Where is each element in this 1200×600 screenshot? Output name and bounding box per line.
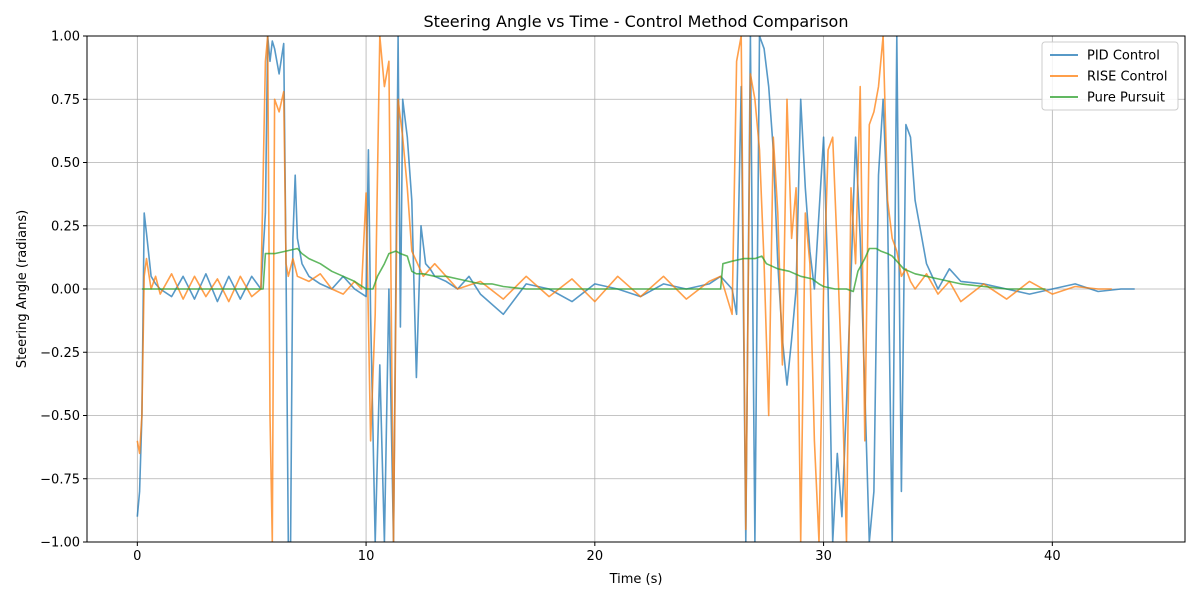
legend: PID Control RISE Control Pure Pursuit	[1041, 41, 1179, 111]
y-tick-label: 0.25	[51, 219, 80, 234]
legend-label: RISE Control	[1087, 70, 1167, 85]
chart-title: Steering Angle vs Time - Control Method …	[424, 12, 849, 31]
series-line-pid-control	[136, 36, 1135, 542]
x-tick-label: 0	[133, 549, 141, 564]
series-line-pure-pursuit	[141, 247, 1046, 293]
x-tick-label: 30	[815, 549, 832, 564]
y-tick-label: 0.75	[51, 93, 80, 108]
series-layer	[136, 36, 1135, 542]
y-tick-label: 0.00	[51, 283, 80, 298]
x-tick-label: 20	[587, 549, 604, 564]
y-tick-label: 0.50	[51, 156, 80, 171]
y-axis: −1.00 −0.75 −0.50 −0.25 0.00 0.25 0.50 0.75 1.00	[40, 30, 87, 551]
y-tick-label: −0.25	[40, 346, 80, 361]
x-tick-label: 10	[358, 549, 375, 564]
x-tick-label: 40	[1044, 549, 1061, 564]
y-tick-label: −1.00	[40, 536, 80, 551]
y-tick-label: 1.00	[51, 30, 80, 45]
y-tick-label: −0.75	[40, 472, 80, 487]
x-axis-title: Time (s)	[609, 572, 663, 587]
legend-label: PID Control	[1087, 49, 1160, 64]
x-axis: 0 10 20 30 40	[133, 542, 1061, 564]
y-axis-title: Steering Angle (radians)	[15, 210, 30, 368]
legend-box	[1041, 41, 1179, 111]
series-line-rise-control	[136, 36, 1112, 542]
y-tick-label: −0.50	[40, 409, 80, 424]
legend-label: Pure Pursuit	[1087, 91, 1165, 106]
